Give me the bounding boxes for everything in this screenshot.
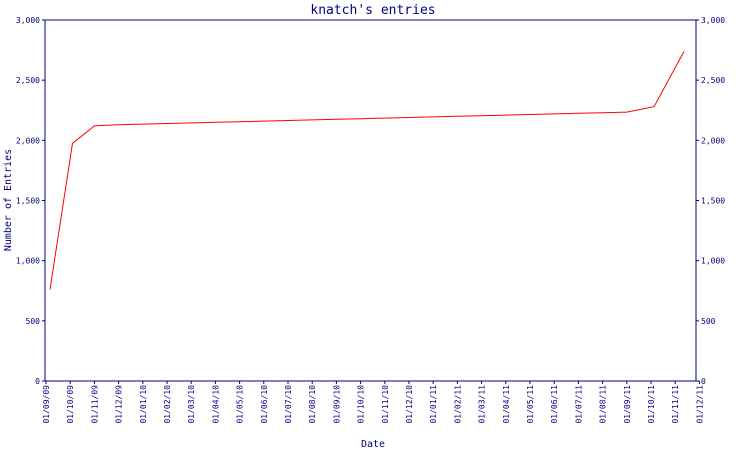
x-tick-label: 01/02/11 [453,385,462,424]
x-tick-label: 01/10/09 [66,385,75,424]
y-tick-right-label: 2,500 [701,76,725,85]
x-tick-label: 01/07/10 [284,385,293,424]
x-tick-label: 01/12/10 [405,385,414,424]
x-tick-label: 01/02/10 [163,385,172,424]
x-axis-label: Date [361,439,385,450]
x-tick-label: 01/05/10 [236,385,245,424]
x-tick-label: 01/05/11 [526,385,535,424]
y-tick-right-label: 2,000 [701,136,725,145]
y-axis-left: 0 500 1,000 1,500 2,000 2,500 3,000 [16,16,45,386]
y-tick-left-label: 500 [26,317,41,326]
x-tick-label: 01/12/11 [695,385,704,424]
x-tick-label: 01/09/11 [623,385,632,424]
y-tick-left-label: 2,000 [16,136,40,145]
y-tick-left-label: 3,000 [16,16,40,25]
x-axis: 01/09/09 01/10/09 01/11/09 01/12/09 01/01/10… [42,381,704,424]
x-tick-label: 01/08/10 [308,385,317,424]
x-tick-label: 01/01/11 [429,385,438,424]
x-tick-label: 01/11/09 [90,385,99,424]
x-tick-label: 01/08/11 [599,385,608,424]
y-axis-right: 0 500 1,000 1,500 2,000 2,500 3,000 [696,16,725,386]
x-tick-label: 01/11/11 [671,385,680,424]
y-tick-right-label: 0 [701,377,706,386]
x-tick-label: 01/04/11 [502,385,511,424]
x-tick-label: 01/03/10 [187,385,196,424]
y-tick-left-label: 1,000 [16,257,40,266]
x-tick-label: 01/10/11 [647,385,656,424]
y-tick-right-label: 500 [701,317,716,326]
series-line [49,51,685,290]
y-tick-right-label: 1,500 [701,197,725,206]
x-tick-label: 01/09/10 [332,385,341,424]
y-tick-right-label: 3,000 [701,16,725,25]
x-tick-label: 01/06/10 [260,385,269,424]
x-tick-label: 01/04/10 [211,385,220,424]
x-tick-label: 01/01/10 [139,385,148,424]
x-tick-label: 01/09/09 [42,385,51,424]
y-tick-left-label: 2,500 [16,76,40,85]
x-tick-label: 01/10/10 [357,385,366,424]
y-tick-left-label: 0 [35,377,40,386]
y-tick-left-label: 1,500 [16,197,40,206]
y-axis-label: Number of Entries [3,149,14,251]
x-tick-label: 01/03/11 [478,385,487,424]
x-tick-label: 01/11/10 [381,385,390,424]
plot-frame [44,19,697,382]
chart-title: knatch's entries [310,3,435,18]
x-tick-label: 01/12/09 [115,385,124,424]
y-tick-right-label: 1,000 [701,257,725,266]
x-tick-label: 01/07/11 [574,385,583,424]
x-tick-label: 01/06/11 [550,385,559,424]
